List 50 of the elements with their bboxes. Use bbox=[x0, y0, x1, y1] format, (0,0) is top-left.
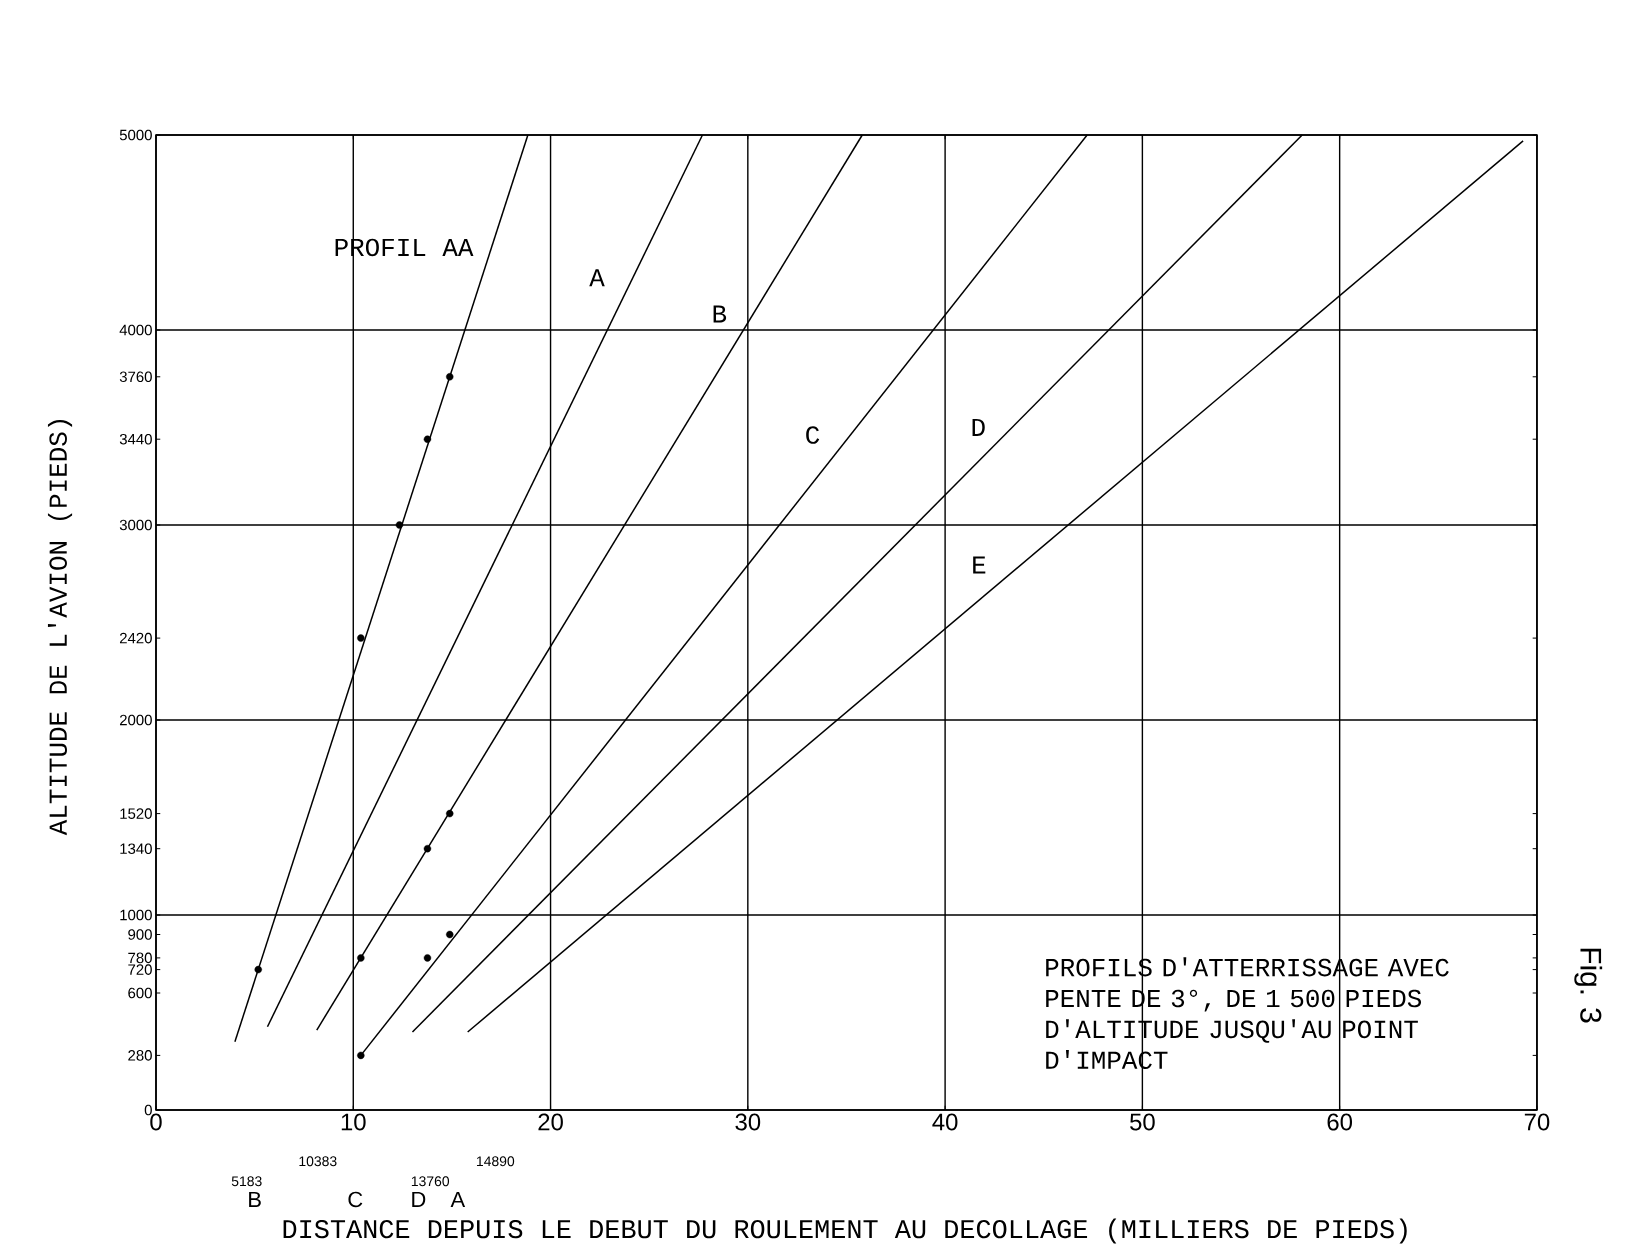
point bbox=[423, 954, 432, 962]
series-label: B bbox=[713, 305, 727, 323]
y-tick-label: 1520 bbox=[120, 808, 152, 819]
text: D bbox=[412, 1191, 426, 1207]
x-tick-label: 20 bbox=[538, 1113, 563, 1131]
y-tick-label: 600 bbox=[128, 987, 152, 999]
y-tick-label: 3760 bbox=[119, 371, 152, 383]
series-label: E bbox=[973, 556, 986, 574]
text: 14890 bbox=[476, 1156, 515, 1167]
y-tick-label: 1340 bbox=[120, 843, 152, 854]
caption: Fig. 3 bbox=[1574, 948, 1603, 1023]
point bbox=[357, 634, 365, 642]
point bbox=[446, 809, 454, 818]
series-label: A bbox=[589, 269, 605, 287]
point bbox=[254, 965, 262, 974]
x-axis-title: DISTANCE DEPUIS LE DEBUT DU ROULEMENT AU DECOLLAGE (MILLIERS DE PIEDS) bbox=[283, 1218, 1407, 1244]
point bbox=[423, 845, 432, 853]
y-tick-label: 2000 bbox=[119, 714, 152, 726]
text: C bbox=[348, 1191, 363, 1208]
text: B bbox=[249, 1191, 261, 1207]
text: 10383 bbox=[299, 1156, 337, 1167]
y-tick-label: 5000 bbox=[119, 129, 152, 141]
text: A bbox=[450, 1191, 466, 1207]
point bbox=[446, 930, 454, 939]
point bbox=[395, 521, 404, 529]
y-tick-label: 3000 bbox=[119, 519, 152, 531]
y-tick-label: 900 bbox=[128, 929, 152, 940]
x-tick-label: 40 bbox=[932, 1113, 958, 1131]
x-tick-label: 70 bbox=[1524, 1113, 1550, 1131]
x-tick-label: 50 bbox=[1130, 1113, 1155, 1131]
y-tick-label: 280 bbox=[128, 1050, 152, 1061]
y-tick-label: 3440 bbox=[119, 433, 152, 445]
y-tick-label: 780 bbox=[128, 952, 152, 964]
y-axis-title: ALTITUDE DE L'AVION (PIEDS) bbox=[47, 420, 73, 836]
y-tick-label: 720 bbox=[128, 964, 152, 975]
series-label: C bbox=[806, 426, 820, 444]
y-tick-label: 2420 bbox=[119, 632, 152, 644]
y-tick-label: 1000 bbox=[120, 909, 152, 921]
text: 13760 bbox=[411, 1176, 450, 1187]
point bbox=[357, 1051, 365, 1060]
x-tick-label: 10 bbox=[341, 1113, 366, 1131]
series-label: D bbox=[972, 418, 985, 436]
y-tick-label: 0 bbox=[144, 1104, 152, 1116]
y-tick-label: 4000 bbox=[119, 324, 152, 336]
x-tick-label: 30 bbox=[735, 1113, 761, 1131]
text: 5183 bbox=[231, 1176, 262, 1187]
point bbox=[423, 435, 432, 443]
point bbox=[357, 954, 365, 962]
point bbox=[446, 373, 454, 381]
x-tick-label: 60 bbox=[1327, 1113, 1353, 1131]
